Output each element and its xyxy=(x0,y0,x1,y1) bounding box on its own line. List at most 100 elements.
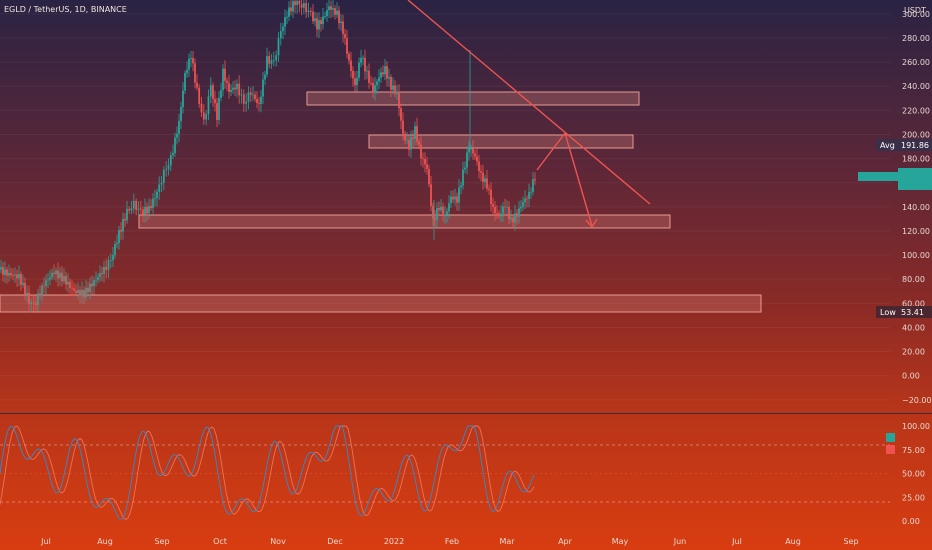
candle-body xyxy=(73,288,75,291)
candle-body xyxy=(400,108,402,121)
candles xyxy=(0,0,536,314)
time-tick-label: Sep xyxy=(843,537,858,546)
marker-value: 53.41 xyxy=(901,308,924,317)
candle-body xyxy=(105,266,108,270)
projection-path[interactable] xyxy=(536,131,593,227)
candle-body xyxy=(209,85,212,97)
candle-body xyxy=(172,152,174,156)
panel-divider[interactable] xyxy=(0,413,932,414)
candle-body xyxy=(57,270,59,279)
candle-body xyxy=(18,273,20,279)
support-zone[interactable] xyxy=(138,214,671,229)
candle-body xyxy=(332,8,334,10)
support-zone[interactable] xyxy=(306,91,640,106)
candle-body xyxy=(249,92,252,95)
candle-body xyxy=(446,211,448,215)
candle-body xyxy=(196,82,198,88)
candle-body xyxy=(514,213,516,223)
candle-body xyxy=(530,191,532,193)
drawings xyxy=(407,0,651,229)
candle-body xyxy=(432,205,434,219)
candle-body xyxy=(178,120,180,134)
candle-body xyxy=(234,87,236,90)
candle-body xyxy=(188,58,190,70)
current-price-line-label xyxy=(858,172,898,181)
candle-body xyxy=(242,94,245,104)
candle-body xyxy=(272,60,275,61)
candle-body xyxy=(480,171,482,173)
candle-body xyxy=(372,82,374,93)
candle-body xyxy=(220,90,222,98)
candle-body xyxy=(55,270,57,275)
time-axis[interactable]: Jul Aug Sep Oct Nov Dec 2022 Feb Mar Apr May Jun Jul… xyxy=(40,537,858,546)
candle-body xyxy=(356,77,358,86)
candle-body xyxy=(418,141,420,145)
price-axis[interactable]: 300.00 280.00 260.00 240.00 220.00 200.00 180.… xyxy=(902,10,932,405)
candle-body xyxy=(314,18,316,22)
candle-body xyxy=(24,282,26,295)
candle-body xyxy=(186,69,188,73)
candle-body xyxy=(6,269,8,276)
candle-body xyxy=(340,21,342,24)
candle-body xyxy=(158,184,161,192)
candle-body xyxy=(324,16,326,17)
candle-body xyxy=(97,277,99,280)
candle-body xyxy=(320,20,322,25)
candle-body xyxy=(532,179,534,192)
support-zone[interactable] xyxy=(0,294,762,313)
candle-body xyxy=(260,96,262,104)
candle-body xyxy=(214,98,216,104)
candle-body xyxy=(146,206,148,214)
candle-body xyxy=(476,156,478,162)
candle-body xyxy=(216,103,218,120)
price-tick-label: 100.00 xyxy=(902,251,930,260)
candle-body xyxy=(103,266,105,275)
candle-body xyxy=(37,293,39,306)
candle-body xyxy=(326,10,328,17)
candle-body xyxy=(488,188,490,190)
candle-body xyxy=(382,72,384,75)
candle-body xyxy=(440,206,442,211)
candle-body xyxy=(408,140,410,150)
candle-body xyxy=(194,63,196,83)
candle-body xyxy=(424,159,426,165)
candle-body xyxy=(232,87,234,90)
time-tick-label: Aug xyxy=(785,537,801,546)
candle-body xyxy=(360,58,362,63)
candle-body xyxy=(89,283,91,293)
marker-value-box xyxy=(898,139,932,151)
candle-body xyxy=(468,148,470,153)
candle-body xyxy=(228,82,230,92)
candle-body xyxy=(126,208,128,221)
candle-body xyxy=(118,229,120,244)
candle-body xyxy=(470,148,472,150)
candle-body xyxy=(135,200,138,210)
candle-body xyxy=(205,113,208,120)
candle-body xyxy=(380,72,382,78)
candle-body xyxy=(207,96,210,114)
candle-body xyxy=(458,187,460,203)
candle-body xyxy=(522,202,524,207)
trendline[interactable] xyxy=(407,0,651,205)
time-tick-label: Dec xyxy=(327,537,342,546)
price-tick-label: 40.00 xyxy=(902,323,925,332)
candle-body xyxy=(444,214,446,217)
candle-body xyxy=(279,31,282,39)
candle-body xyxy=(402,120,404,134)
time-tick-label: Jun xyxy=(673,537,687,546)
candle-body xyxy=(392,85,394,90)
candle-body xyxy=(26,292,28,295)
candle-body xyxy=(83,289,85,298)
candle-body xyxy=(292,1,294,12)
candle-body xyxy=(344,34,346,39)
candle-body xyxy=(398,91,400,109)
candle-body xyxy=(506,206,508,208)
candle-body xyxy=(368,70,370,83)
candle-body xyxy=(8,272,10,276)
candle-body xyxy=(528,192,530,200)
price-tick-label: 220.00 xyxy=(902,106,930,115)
candle-body xyxy=(494,206,496,214)
candle-body xyxy=(20,273,22,285)
time-tick-label: Nov xyxy=(270,537,286,546)
